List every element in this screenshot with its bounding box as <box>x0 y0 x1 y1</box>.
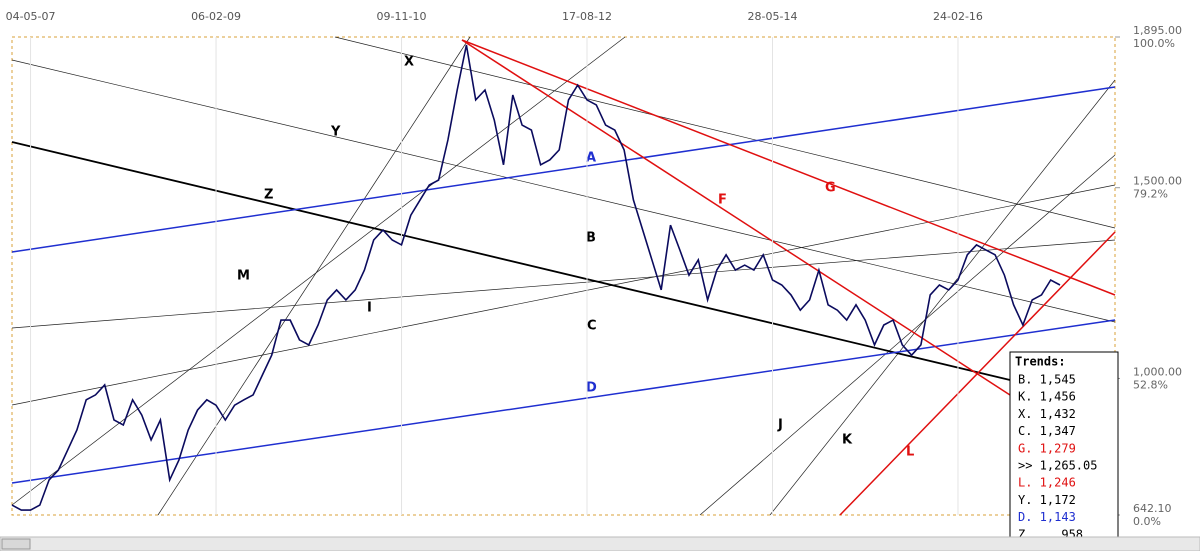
trend-value: Y. 1,172 <box>1018 493 1076 507</box>
trend-line <box>699 154 1116 516</box>
scroll-thumb[interactable] <box>1 538 31 550</box>
trend-line <box>157 36 471 516</box>
y-percent-label: 79.2% <box>1133 188 1168 201</box>
trend-line <box>461 39 1011 396</box>
trend-line <box>11 184 1116 406</box>
trend-line <box>11 319 1116 484</box>
trend-lines <box>11 36 1116 516</box>
trend-line <box>11 239 1116 329</box>
x-tick-label: 28-05-14 <box>748 10 798 23</box>
trend-line <box>11 86 1116 253</box>
trend-value: C. 1,347 <box>1018 424 1076 438</box>
trend-value: D. 1,143 <box>1018 510 1076 524</box>
trend-label: L <box>906 445 914 460</box>
trend-label: A <box>586 151 596 166</box>
trend-label: F <box>718 193 727 208</box>
trends-box <box>1009 351 1119 549</box>
trend-label: Y <box>330 125 341 140</box>
trend-label: B <box>586 231 596 246</box>
trend-label: Z <box>264 188 273 203</box>
trend-line <box>461 39 1116 296</box>
x-tick-label: 17-08-12 <box>562 10 612 23</box>
y-percent-label: 52.8% <box>1133 378 1168 391</box>
trend-label: M <box>237 269 250 284</box>
trend-value: >> 1,265.05 <box>1018 459 1097 473</box>
trend-label: D <box>586 381 597 396</box>
trend-line <box>334 36 1116 229</box>
y-tick-label: 1,500.00 <box>1133 175 1182 188</box>
x-tick-label: 04-05-07 <box>6 10 56 23</box>
trend-label: J <box>777 418 783 433</box>
x-tick-label: 09-11-10 <box>377 10 427 23</box>
trend-line <box>769 79 1116 516</box>
trend-value: B. 1,545 <box>1018 373 1076 387</box>
x-tick-label: 24-02-16 <box>933 10 983 23</box>
trend-line <box>11 141 1011 381</box>
x-tick-label: 06-02-09 <box>191 10 241 23</box>
y-percent-label: 100.0% <box>1133 37 1175 50</box>
y-tick-label: 1,895.00 <box>1133 24 1182 37</box>
trend-label: C <box>587 319 597 334</box>
price-line <box>11 44 1061 511</box>
trend-value: L. 1,246 <box>1018 476 1076 490</box>
scrollbar[interactable] <box>0 536 1200 551</box>
y-tick-label: 1,000.00 <box>1133 365 1182 378</box>
trend-line <box>839 231 1116 516</box>
trend-line <box>11 36 626 506</box>
trend-value: G. 1,279 <box>1018 441 1076 455</box>
trend-label: K <box>842 433 853 448</box>
trend-label: I <box>367 301 372 316</box>
trend-line <box>11 59 1116 323</box>
y-tick-label: 642.10 <box>1133 502 1172 515</box>
trend-value: K. 1,456 <box>1018 390 1076 404</box>
y-percent-label: 0.0% <box>1133 515 1161 528</box>
trends-title: Trends: <box>1015 355 1066 369</box>
trend-label: G <box>825 181 836 196</box>
trend-value: X. 1,432 <box>1018 407 1076 421</box>
plot-frame <box>11 36 1116 516</box>
trend-labels: X Y Z M I A B C D F G J K L <box>237 55 914 460</box>
trend-label: X <box>404 55 414 70</box>
